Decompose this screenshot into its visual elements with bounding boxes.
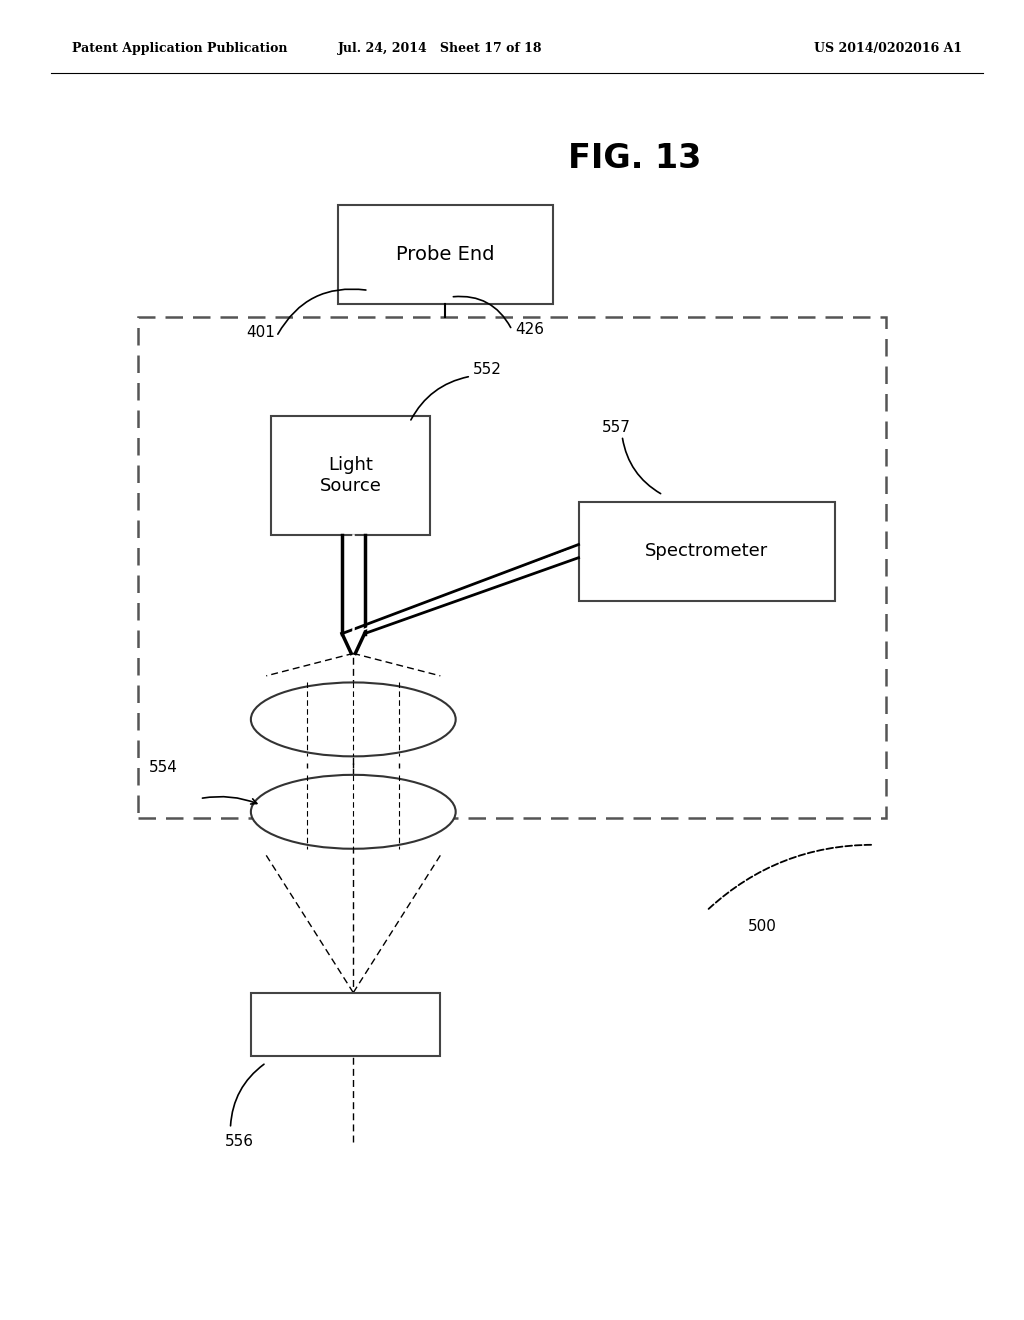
Bar xyxy=(271,416,430,535)
Text: 554: 554 xyxy=(148,760,177,775)
Text: 556: 556 xyxy=(225,1134,254,1148)
Text: Probe End: Probe End xyxy=(396,244,495,264)
Bar xyxy=(138,317,886,818)
Text: 557: 557 xyxy=(601,420,631,434)
Text: 401: 401 xyxy=(246,325,274,339)
Ellipse shape xyxy=(251,775,456,849)
Text: US 2014/0202016 A1: US 2014/0202016 A1 xyxy=(814,42,963,55)
Text: Spectrometer: Spectrometer xyxy=(645,543,768,560)
Bar xyxy=(579,502,835,601)
Text: Light
Source: Light Source xyxy=(319,455,382,495)
Bar xyxy=(251,993,440,1056)
Text: 552: 552 xyxy=(473,362,502,376)
Bar xyxy=(338,205,553,304)
Text: FIG. 13: FIG. 13 xyxy=(568,143,701,176)
Text: 426: 426 xyxy=(515,322,544,337)
Text: Jul. 24, 2014   Sheet 17 of 18: Jul. 24, 2014 Sheet 17 of 18 xyxy=(338,42,543,55)
Text: 500: 500 xyxy=(748,919,776,933)
Ellipse shape xyxy=(251,682,456,756)
Text: Patent Application Publication: Patent Application Publication xyxy=(72,42,287,55)
